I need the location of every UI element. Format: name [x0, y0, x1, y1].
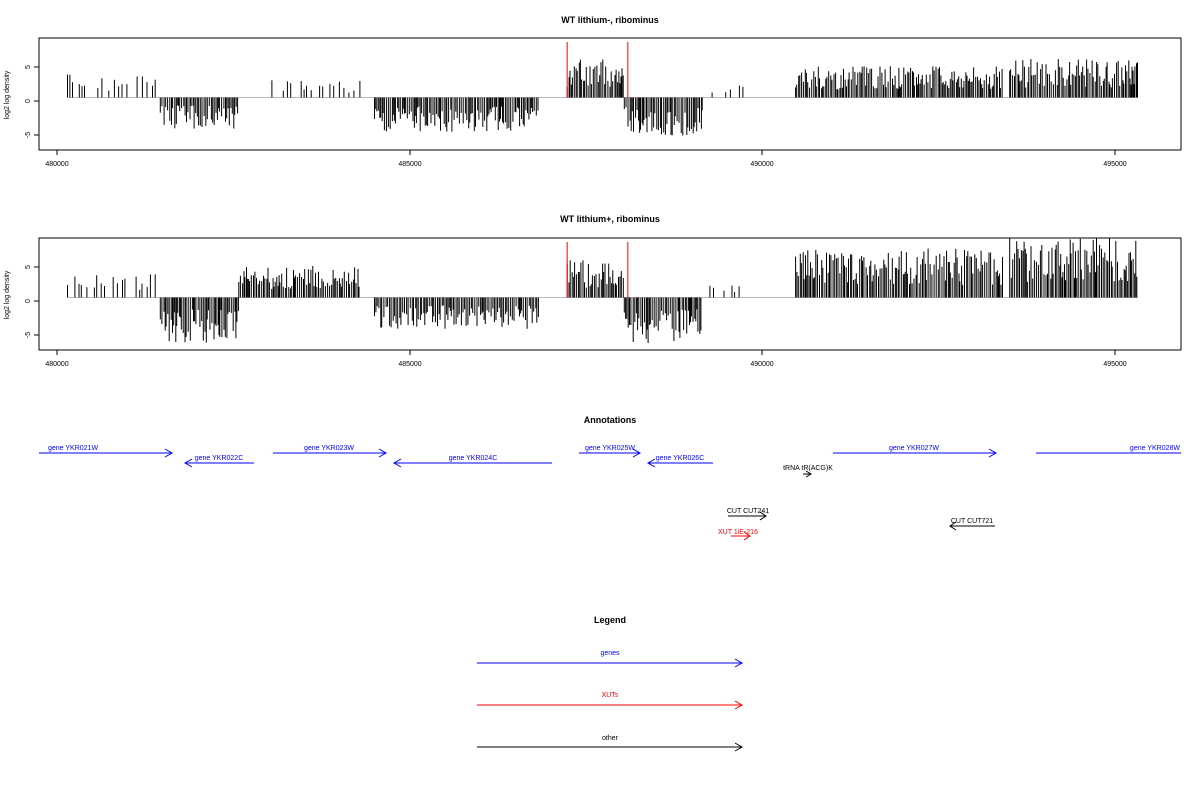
- panel-2-xtick-480000: 480000: [45, 361, 68, 368]
- annotation-cut-cut721: CUT CUT721: [949, 518, 995, 531]
- annotation-label: gene YKR024C: [449, 455, 498, 462]
- panel-1-y-axis: -5 0 5: [25, 65, 39, 138]
- panel-2-title: WT lithium+, ribominus: [560, 214, 660, 224]
- annotation-label: gene YKR026C: [656, 455, 705, 462]
- panel-1-bars: [67, 42, 1139, 136]
- annotation-gene-ykr027w: gene YKR027W: [833, 445, 998, 458]
- panel-1-ylabel: log2 log density: [4, 70, 11, 119]
- panel-1-ytick-neg5: -5: [25, 132, 32, 138]
- annotation-label: tRNA tR(ACG)K: [783, 465, 833, 472]
- legend-item-genes: genes: [477, 650, 744, 668]
- panel-2-ylabel: log2 log density: [4, 270, 11, 319]
- annotations-title: Annotations: [584, 415, 637, 425]
- panel-1-frame: [38, 37, 1182, 151]
- legend-label: other: [602, 735, 619, 742]
- panel-1-title: WT lithium-, ribominus: [561, 15, 659, 25]
- panel-1-xtick-490000: 490000: [750, 161, 773, 168]
- annotation-label: gene YKR023W: [304, 445, 354, 452]
- annotation-cut-cut241: CUT CUT241: [727, 508, 769, 521]
- annotation-xut-1ie-216: XUT 1iE-216: [718, 529, 758, 541]
- annotation-label: gene YKR028W: [1130, 445, 1180, 452]
- panel-2-ytick-5: 5: [25, 265, 32, 269]
- panel-1-xtick-480000: 480000: [45, 161, 68, 168]
- panel-lithium-minus: WT lithium-, ribominus log2 log density …: [4, 15, 1182, 168]
- panel-1-ytick-0: 0: [25, 99, 32, 103]
- panel-2-xtick-485000: 485000: [398, 361, 421, 368]
- legend-title: Legend: [594, 615, 626, 625]
- panel-2-ytick-neg5: -5: [25, 332, 32, 338]
- legend-item-other: other: [477, 735, 744, 752]
- panel-2-xtick-495000: 495000: [1103, 361, 1126, 368]
- annotation-label: gene YKR022C: [195, 455, 244, 462]
- panel-1-xtick-485000: 485000: [398, 161, 421, 168]
- panel-2-ytick-0: 0: [25, 299, 32, 303]
- panel-2-bars: [67, 238, 1139, 343]
- annotation-gene-ykr022c: gene YKR022C: [183, 455, 254, 468]
- legend-label: XUTs: [602, 692, 619, 699]
- legend-label: genes: [600, 650, 620, 657]
- panel-lithium-plus: WT lithium+, ribominus log2 log density …: [4, 214, 1182, 368]
- panel-2-xtick-490000: 490000: [750, 361, 773, 368]
- annotation-gene-ykr025w: gene YKR025W: [579, 445, 642, 458]
- annotation-label: CUT CUT721: [951, 518, 993, 525]
- annotation-gene-ykr028w: gene YKR028W: [1036, 445, 1181, 454]
- annotation-gene-ykr023w: gene YKR023W: [273, 445, 388, 458]
- annotation-label: CUT CUT241: [727, 508, 769, 515]
- annotation-label: gene YKR021W: [48, 445, 98, 452]
- panel-2-y-axis: -5 0 5: [25, 265, 39, 338]
- annotation-gene-ykr024c: gene YKR024C: [392, 455, 552, 468]
- panel-2-frame: [38, 237, 1182, 351]
- annotation-trna-tracgk: tRNA tR(ACG)K: [783, 465, 833, 478]
- panel-1-xtick-495000: 495000: [1103, 161, 1126, 168]
- annotation-gene-ykr026c: gene YKR026C: [646, 455, 713, 468]
- annotation-label: gene YKR027W: [889, 445, 939, 452]
- panel-2-x-axis: 480000 485000 490000 495000: [45, 350, 1127, 368]
- annotations-track: Annotations gene YKR021W gene YKR022C ge…: [39, 415, 1181, 541]
- annotation-label: gene YKR025W: [585, 445, 635, 452]
- panel-1-ytick-5: 5: [25, 65, 32, 69]
- annotation-gene-ykr021w: gene YKR021W: [39, 445, 174, 458]
- annotation-label: XUT 1iE-216: [718, 529, 758, 536]
- panel-1-x-axis: 480000 485000 490000 495000: [45, 150, 1127, 168]
- legend-item-xuts: XUTs: [477, 692, 744, 710]
- legend: Legend genes XUTs other: [477, 615, 744, 752]
